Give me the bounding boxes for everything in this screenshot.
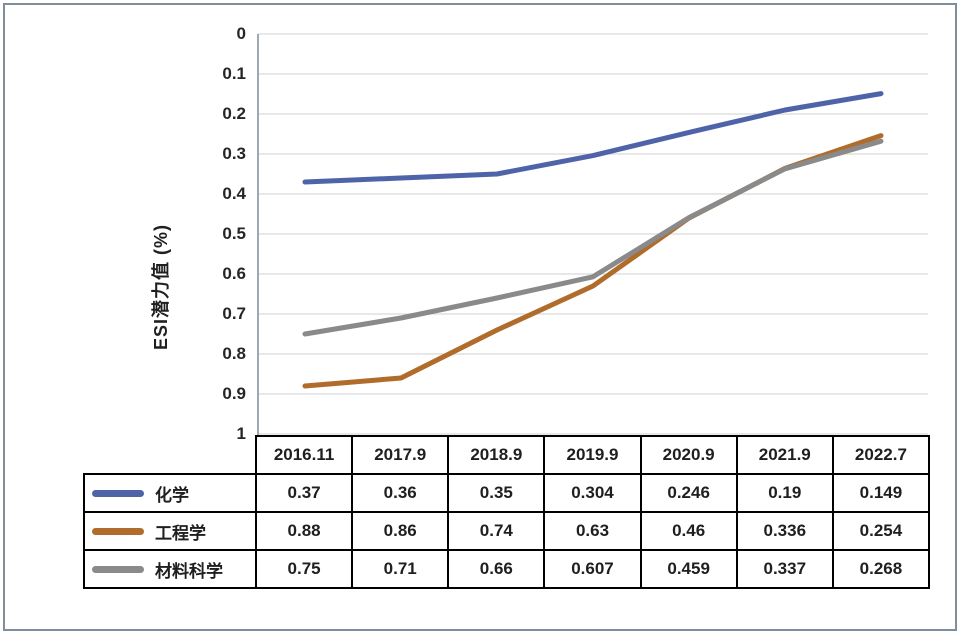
- legend-line-swatch: [92, 527, 144, 535]
- value-cell: 0.63: [545, 513, 642, 551]
- series-name-label: 化学: [155, 485, 189, 505]
- value-cell: 0.66: [449, 551, 546, 589]
- column-header-year: 2018.9: [449, 435, 546, 475]
- column-header-year: 2016.11: [257, 435, 354, 475]
- value-cell: 0.19: [737, 475, 834, 513]
- value-cell: 0.607: [545, 551, 642, 589]
- y-tick-label: 0.5: [222, 224, 246, 243]
- y-tick-label: 0.2: [222, 104, 246, 123]
- series-name-label: 工程学: [155, 523, 206, 543]
- column-header-year: 2019.9: [545, 435, 642, 475]
- value-cell: 0.74: [449, 513, 546, 551]
- y-tick-label: 0.3: [222, 144, 246, 163]
- chart-data-table: 2016.11 2017.9 2018.9 2019.9 2020.9 2021.9 202…: [83, 435, 930, 589]
- value-cell: 0.71: [353, 551, 450, 589]
- value-cell: 0.37: [257, 475, 354, 513]
- series-line-0: [302, 91, 884, 185]
- series-line-1: [302, 133, 884, 389]
- legend-line-swatch: [92, 565, 144, 573]
- value-cell: 0.268: [833, 551, 930, 589]
- y-tick-label: 0: [236, 24, 246, 43]
- column-header-year: 2017.9: [353, 435, 450, 475]
- value-cell: 0.336: [737, 513, 834, 551]
- y-tick-label: 0.9: [222, 384, 246, 403]
- table-corner-cell: [83, 435, 257, 475]
- y-tick-label: 0.6: [222, 264, 246, 283]
- legend-line-swatch: [92, 489, 144, 497]
- y-tick-label: 0.1: [222, 64, 246, 83]
- column-header-year: 2020.9: [641, 435, 738, 475]
- legend-cell-series-0: 化学: [83, 475, 257, 513]
- value-cell: 0.46: [641, 513, 738, 551]
- y-tick-label: 0.7: [222, 304, 246, 323]
- value-cell: 0.149: [833, 475, 930, 513]
- series-name-label: 材料科学: [155, 561, 223, 581]
- value-cell: 0.88: [257, 513, 354, 551]
- value-cell: 0.75: [257, 551, 354, 589]
- legend-cell-series-2: 材料科学: [83, 551, 257, 589]
- value-cell: 0.254: [833, 513, 930, 551]
- value-cell: 0.86: [353, 513, 450, 551]
- value-cell: 0.246: [641, 475, 738, 513]
- column-header-year: 2021.9: [737, 435, 834, 475]
- value-cell: 0.304: [545, 475, 642, 513]
- value-cell: 0.337: [737, 551, 834, 589]
- column-header-year: 2022.7: [833, 435, 930, 475]
- value-cell: 0.35: [449, 475, 546, 513]
- legend-cell-series-1: 工程学: [83, 513, 257, 551]
- y-tick-label: 1: [236, 424, 246, 443]
- value-cell: 0.36: [353, 475, 450, 513]
- value-cell: 0.459: [641, 551, 738, 589]
- series-line-2: [302, 138, 884, 337]
- y-axis-title: ESI潜力值 (%): [151, 223, 171, 351]
- y-tick-label: 0.4: [222, 184, 246, 203]
- y-tick-label: 0.8: [222, 344, 246, 363]
